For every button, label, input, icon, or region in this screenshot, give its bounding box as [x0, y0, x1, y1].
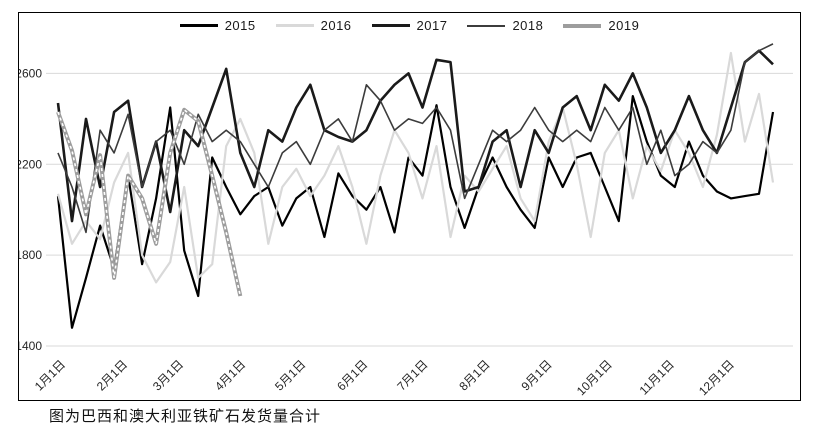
- legend-swatch-2015: [179, 24, 218, 27]
- legend-swatch-2016: [275, 24, 314, 27]
- x-tick-label: 4月1日: [212, 357, 248, 393]
- legend-label-2019: 2019: [608, 18, 640, 33]
- legend-label-2017: 2017: [416, 18, 448, 33]
- x-tick-label: 2月1日: [94, 357, 130, 393]
- chart-legend: 2015 2016 2017 2018 2019: [19, 18, 800, 33]
- series-line-2016: [56, 51, 775, 284]
- x-tick-label: 3月1日: [150, 357, 186, 393]
- x-tick-label: 9月1日: [518, 357, 554, 393]
- series-line-2017: [56, 49, 774, 223]
- legend-label-2015: 2015: [224, 18, 256, 33]
- chart-caption: 图为巴西和澳大利亚铁矿石发货量合计: [49, 409, 322, 425]
- x-tick-label: 10月1日: [574, 357, 615, 398]
- legend-item-2019: 2019: [563, 18, 639, 33]
- legend-label-2016: 2016: [320, 18, 352, 33]
- series-line-2015: [56, 94, 775, 329]
- x-tick-label: 1月1日: [32, 357, 68, 393]
- series-line-overlay-2019: [57, 108, 242, 297]
- legend-item-2016: 2016: [275, 18, 352, 33]
- legend-item-2018: 2018: [467, 18, 543, 33]
- y-tick-label: 2600: [19, 66, 42, 80]
- x-tick-label: 12月1日: [696, 357, 737, 398]
- y-tick-label: 1400: [19, 339, 42, 353]
- legend-label-2018: 2018: [512, 18, 544, 33]
- chart-frame: 1400 1800 2200 2600 1月1日 2月1日 3月1日 4月1日 5月1日 6月1日…: [18, 12, 801, 401]
- legend-swatch-2019: [563, 23, 602, 28]
- x-tick-label: 11月1日: [637, 357, 677, 397]
- y-tick-label: 1800: [19, 248, 42, 262]
- legend-item-2015: 2015: [179, 18, 256, 33]
- y-tick-label: 2200: [19, 157, 42, 171]
- x-tick-label: 6月1日: [334, 357, 370, 393]
- legend-swatch-2017: [371, 24, 410, 27]
- legend-swatch-2018: [467, 24, 506, 27]
- x-tick-label: 8月1日: [456, 357, 492, 393]
- legend-item-2017: 2017: [371, 18, 448, 33]
- series-line-2018: [57, 43, 774, 234]
- chart-svg: 1400 1800 2200 2600 1月1日 2月1日 3月1日 4月1日 5月1日 6月1日…: [19, 43, 793, 398]
- x-tick-label: 7月1日: [394, 357, 430, 393]
- x-tick-label: 5月1日: [272, 357, 308, 393]
